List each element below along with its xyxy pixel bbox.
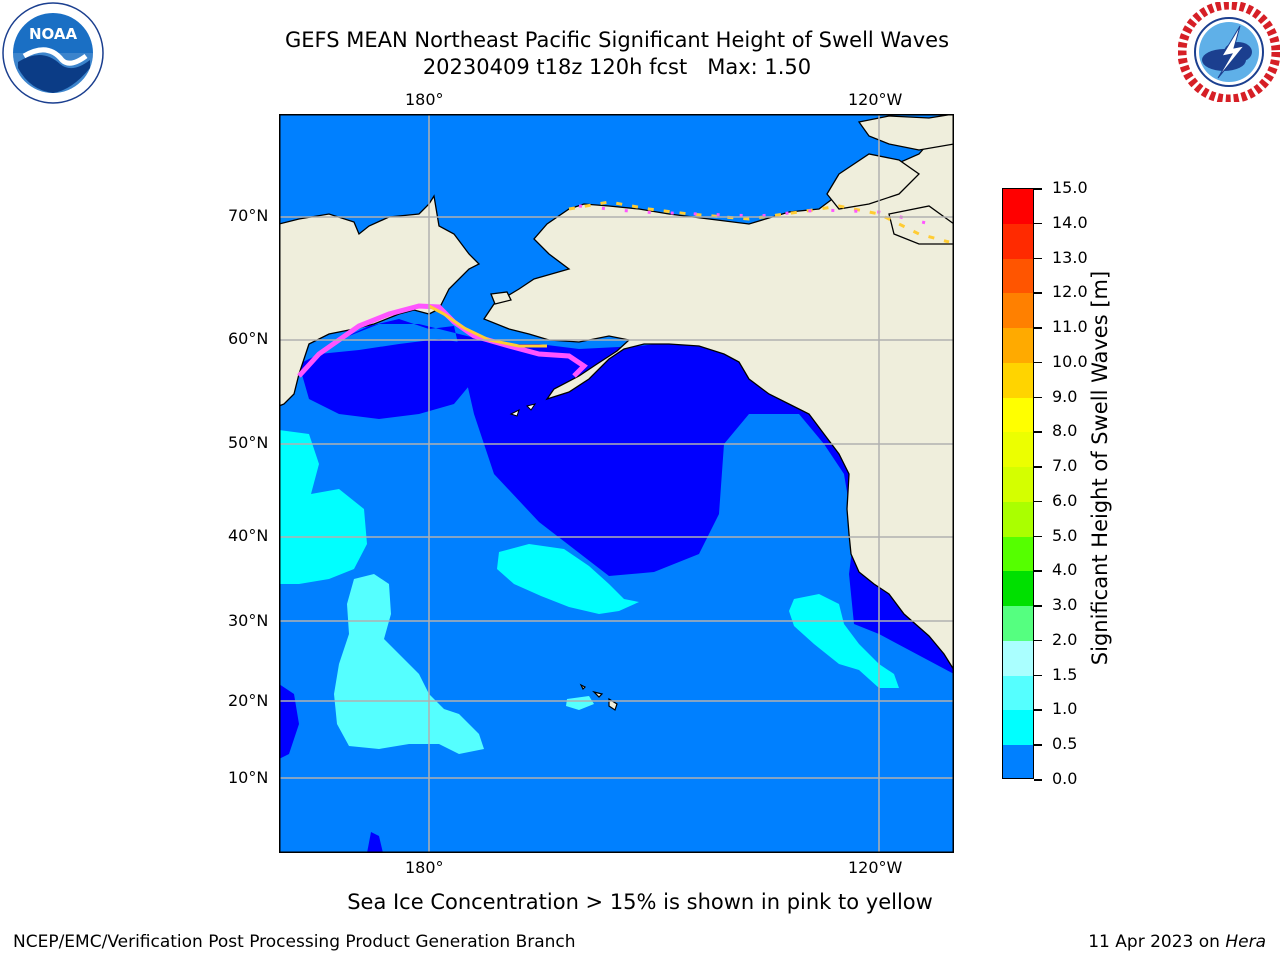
colorbar-tick-label: 4.0 [1052,560,1078,580]
colorbar-tick-mark [1034,535,1042,538]
colorbar-tick-mark [1034,466,1042,468]
colorbar-tick-mark [1034,570,1042,572]
colorbar-segment [1003,640,1033,677]
colorbar [1002,188,1034,779]
colorbar-tick-mark [1034,222,1042,225]
colorbar-tick-mark [1034,292,1042,294]
colorbar-tick-label: 5.0 [1052,525,1078,545]
colorbar-segment [1003,675,1033,712]
colorbar-segment [1003,189,1033,225]
colorbar-tick-label: 7.0 [1052,456,1078,476]
colorbar-tick-label: 6.0 [1052,490,1078,510]
colorbar-tick-mark [1034,431,1042,433]
colorbar-tick-mark [1034,500,1042,503]
map-gridlines [279,114,954,853]
land-st-lawrence-island [490,291,512,305]
colorbar-tick-label: 0.5 [1052,734,1078,754]
colorbar-segment [1003,328,1033,364]
lon-label-top-180: 180° [405,90,444,109]
colorbar-tick-label: 9.0 [1052,386,1078,406]
colorbar-segment [1003,362,1033,399]
lon-label-bottom-120w: 120°W [848,858,903,877]
nws-logo [1177,0,1280,104]
sea-ice-caption: Sea Ice Concentration > 15% is shown in … [347,890,933,914]
colorbar-title: Significant Height of Swell Waves [m] [1088,270,1112,666]
colorbar-tick-label: 13.0 [1052,247,1088,267]
lat-label-50n: 50°N [228,433,269,452]
lat-label-10n: 10°N [228,768,269,787]
colorbar-tick-label: 0.0 [1052,769,1078,788]
colorbar-tick-mark [1034,327,1042,329]
land-aleutian-chain [509,403,537,417]
lat-label-60n: 60°N [228,329,269,348]
colorbar-segment [1003,536,1033,573]
colorbar-tick-label: 8.0 [1052,421,1078,441]
colorbar-segment [1003,467,1033,503]
colorbar-segment [1003,710,1033,747]
footer-credit: NCEP/EMC/Verification Post Processing Pr… [13,932,576,952]
land-hawaii [579,683,618,711]
colorbar-tick-mark [1034,709,1042,711]
colorbar-segment [1003,432,1033,469]
colorbar-tick-mark [1034,639,1042,642]
lon-label-top-120w: 120°W [848,90,903,109]
colorbar-segment [1003,571,1033,608]
colorbar-tick-mark [1034,779,1042,781]
lon-label-bottom-180: 180° [405,858,444,877]
lat-label-40n: 40°N [228,526,269,545]
colorbar-segment [1003,501,1033,538]
colorbar-tick-label: 14.0 [1052,212,1088,232]
ocean-swell-0-0p5-south [367,832,383,853]
colorbar-tick-mark [1034,605,1042,607]
colorbar-tick-label: 1.0 [1052,699,1078,719]
colorbar-tick-label: 15.0 [1052,178,1088,197]
ocean-swell-1p5-2-southwest [334,574,484,754]
colorbar-segment [1003,223,1033,260]
colorbar-tick-mark [1034,396,1042,399]
colorbar-segment [1003,606,1033,642]
colorbar-tick-mark [1034,361,1042,364]
colorbar-tick-mark [1034,674,1042,677]
land-north-america [483,112,955,673]
map-canvas [278,112,955,853]
ocean-swell-1p5-2-hawaii [566,696,594,710]
colorbar-tick-label: 11.0 [1052,317,1088,337]
colorbar-tick-label: 3.0 [1052,595,1078,615]
colorbar-tick-label: 10.0 [1052,351,1088,371]
lat-label-70n: 70°N [228,206,269,225]
colorbar-tick-mark [1034,188,1042,190]
chart-title-line2: 20230409 t18z 120h fcst Max: 1.50 [422,55,812,79]
swell-height-map [278,112,955,853]
colorbar-tick-label: 1.5 [1052,664,1078,684]
colorbar-segment [1003,293,1033,330]
ocean-swell-1-1p5-west [279,430,367,584]
colorbar-tick-mark [1034,744,1042,746]
colorbar-segment [1003,745,1033,778]
colorbar-tick-label: 2.0 [1052,629,1078,649]
chart-title-line1: GEFS MEAN Northeast Pacific Significant … [284,28,950,52]
lat-label-20n: 20°N [228,691,269,710]
colorbar-segment [1003,258,1033,295]
colorbar-tick-mark [1034,257,1042,260]
ocean-swell-1-1p5-central [497,544,639,614]
noaa-logo-text: NOAA [29,25,78,43]
map-frame [279,114,954,853]
ocean-swell-0-0p5-west [279,684,299,759]
colorbar-tick-label: 12.0 [1052,282,1088,302]
colorbar-segment [1003,397,1033,434]
sea-ice-bering-edge [428,304,547,348]
lat-label-30n: 30°N [228,611,269,630]
ocean-swell-1-1p5-east [789,594,899,688]
footer-host: Hera [1225,932,1266,952]
footer-date: 11 Apr 2023 on Hera [1088,932,1266,952]
noaa-logo: NOAA [2,2,104,104]
ocean-swell-0-0p5-aleutians [299,339,479,419]
footer-date-text: 11 Apr 2023 on [1088,932,1226,952]
